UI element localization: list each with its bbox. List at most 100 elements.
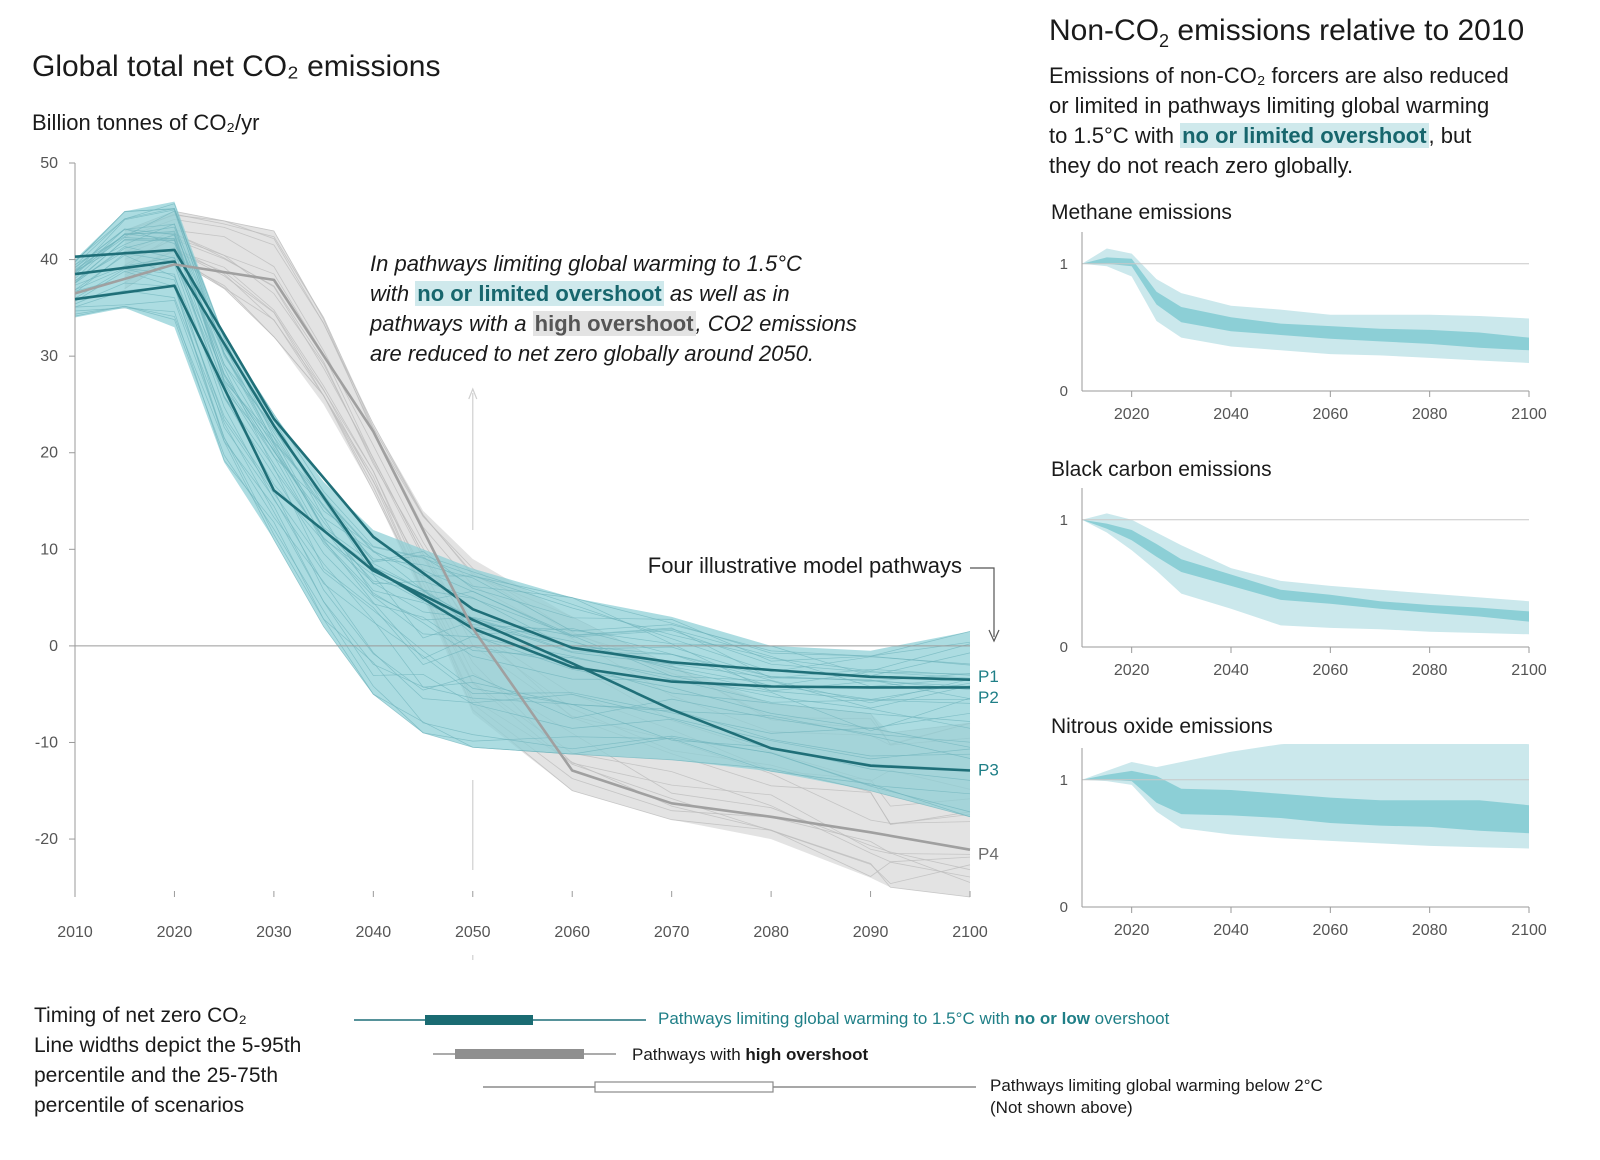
black-carbon-chart: 0 1 2020 2040 2060 2080 2100 <box>1060 488 1547 679</box>
timing-line-3: percentile and the 25-75th <box>34 1064 279 1087</box>
panel-x-tick-label: 2040 <box>1213 662 1249 679</box>
side-text-l3-pre: to 1.5°C with <box>1049 123 1181 148</box>
no-overshoot-scenario-line <box>74 270 971 743</box>
timing-line-1: Timing of net zero CO₂ <box>34 1004 247 1027</box>
y-tick-label: 20 <box>40 445 58 462</box>
no-overshoot-scenario-line <box>74 208 971 657</box>
panel-y-tick-label: 0 <box>1060 899 1068 916</box>
x-tick-label: 2080 <box>753 924 789 941</box>
x-tick-label: 2100 <box>952 924 988 941</box>
no-overshoot-scenario-line <box>74 300 971 813</box>
panel-y-tick-label: 1 <box>1060 512 1068 529</box>
panel-y-tick-label: 1 <box>1060 256 1068 273</box>
no-overshoot-scenario-line <box>74 238 971 701</box>
no-overshoot-scenario-line <box>74 246 971 704</box>
side-title-post: emissions relative to 2010 <box>1169 14 1525 47</box>
y-tick-label: 30 <box>40 348 58 365</box>
no-overshoot-scenario-line <box>74 282 971 770</box>
annotation-l3-pre: pathways with a <box>370 311 533 336</box>
x-tick-label: 2030 <box>256 924 292 941</box>
nitrous-oxide-title: Nitrous oxide emissions <box>1051 715 1273 738</box>
panel-x-tick-label: 2060 <box>1313 922 1349 939</box>
side-text-line-3: to 1.5°C with no or limited overshoot, b… <box>1049 121 1594 151</box>
annotation-line-3: pathways with a high overshoot, CO2 emis… <box>370 309 930 339</box>
panel-x-tick-label: 2100 <box>1511 406 1547 423</box>
main-y-axis-label: Billion tonnes of CO₂/yr <box>32 110 260 135</box>
panel-x-tick-label: 2040 <box>1213 922 1249 939</box>
panel-x-tick-label: 2020 <box>1114 406 1150 423</box>
pathways-label: Four illustrative model pathways <box>647 553 962 578</box>
side-text-line-4: they do not reach zero globally. <box>1049 153 1354 178</box>
legend-2-bold: high overshoot <box>745 1045 869 1064</box>
panel-y-tick-label: 0 <box>1060 383 1068 400</box>
side-text-l3-post: , but <box>1428 123 1472 148</box>
legend-2-pre: Pathways with <box>632 1045 746 1064</box>
pathway-label-p1: P1 <box>978 667 999 686</box>
side-text-highlight: no or limited overshoot <box>1180 123 1429 148</box>
y-tick-label: 0 <box>49 638 58 655</box>
x-tick-label: 2050 <box>455 924 491 941</box>
legend-1-post: overshoot <box>1089 1009 1170 1028</box>
x-tick-label: 2020 <box>157 924 193 941</box>
legend-1-pre: Pathways limiting global warming to 1.5°… <box>658 1009 1015 1028</box>
legend-3-line-1: Pathways limiting global warming below 2… <box>990 1076 1323 1095</box>
annotation-l2-pre: with <box>370 281 416 306</box>
legend-3-line-2: (Not shown above) <box>990 1098 1133 1117</box>
timing-iqr-bar-high-overshoot <box>455 1049 584 1059</box>
annotation-line-1: In pathways limiting global warming to 1… <box>370 251 802 276</box>
legend-below-2c: Pathways limiting global warming below 2… <box>990 1075 1323 1119</box>
annotation-line-4: are reduced to net zero globally around … <box>370 341 814 366</box>
pathway-line-p1 <box>74 248 971 681</box>
panel-y-tick-label: 0 <box>1060 639 1068 656</box>
y-tick-label: -10 <box>35 734 58 751</box>
annotation-l2-post: as well as in <box>663 281 790 306</box>
panel-x-tick-label: 2060 <box>1313 662 1349 679</box>
timing-iqr-bar-below-2C <box>594 1081 774 1093</box>
annotation-line-2: with no or limited overshoot as well as … <box>370 279 930 309</box>
legend-high-overshoot: Pathways with high overshoot <box>632 1045 868 1065</box>
panel-x-tick-label: 2100 <box>1511 662 1547 679</box>
side-title: Non-CO2 emissions relative to 2010 <box>1049 14 1524 52</box>
no-overshoot-scenario-line <box>74 290 971 781</box>
pathway-label-p2: P2 <box>978 688 999 707</box>
x-tick-label: 2010 <box>57 924 93 941</box>
annotation-highlight-no-overshoot: no or limited overshoot <box>415 281 664 306</box>
timing-iqr-bar-no-or-low-overshoot <box>425 1015 533 1025</box>
no-overshoot-scenario-line <box>74 231 971 675</box>
side-text-line-1: Emissions of non-CO₂ forcers are also re… <box>1049 63 1509 88</box>
no-overshoot-scenario-line <box>74 305 971 818</box>
timing-line-2: Line widths depict the 5-95th <box>34 1034 302 1057</box>
legend-no-low-overshoot: Pathways limiting global warming to 1.5°… <box>658 1009 1169 1029</box>
panel-x-tick-label: 2080 <box>1412 406 1448 423</box>
no-overshoot-scenario-line <box>74 256 971 732</box>
pathway-label-p4: P4 <box>978 845 999 864</box>
no-overshoot-band <box>75 201 970 817</box>
no-overshoot-scenario-line <box>74 203 971 672</box>
panel-y-tick-label: 1 <box>1060 772 1068 789</box>
inner-percentile-band <box>1082 770 1529 834</box>
pathway-line-p2 <box>74 260 970 689</box>
panel-x-tick-label: 2080 <box>1412 922 1448 939</box>
pathway-line-p4 <box>74 263 971 851</box>
panel-x-tick-label: 2080 <box>1412 662 1448 679</box>
outer-percentile-band <box>1082 513 1529 635</box>
no-overshoot-scenario-line <box>74 254 971 722</box>
y-tick-label: 10 <box>40 541 58 558</box>
x-tick-label: 2040 <box>356 924 392 941</box>
annotation-l3-post: , CO2 emissions <box>695 311 857 336</box>
side-description: Emissions of non-CO₂ forcers are also re… <box>1049 61 1594 181</box>
y-tick-label: -20 <box>35 831 58 848</box>
pathways-bracket <box>970 567 995 637</box>
panel-x-tick-label: 2060 <box>1313 406 1349 423</box>
timing-line-4: percentile of scenarios <box>34 1094 245 1117</box>
side-text-line-2: or limited in pathways limiting global w… <box>1049 93 1490 118</box>
panel-x-tick-label: 2020 <box>1114 922 1150 939</box>
methane-title: Methane emissions <box>1051 201 1232 224</box>
y-tick-label: 40 <box>40 252 58 269</box>
inner-percentile-band <box>1082 257 1529 351</box>
main-chart-title: Global total net CO₂ emissions <box>32 50 441 83</box>
timing-bars <box>354 1015 976 1093</box>
pathways-arrow-head <box>988 629 1000 643</box>
side-title-pre: Non-CO <box>1049 14 1160 47</box>
